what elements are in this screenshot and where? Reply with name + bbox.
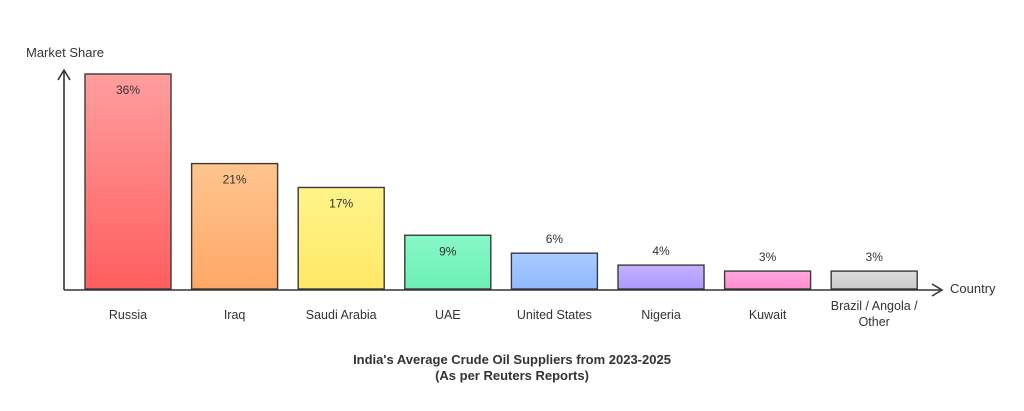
bar-nigeria — [617, 264, 705, 290]
bar-kuwait — [723, 270, 812, 290]
data-label: 9% — [439, 244, 457, 258]
bar-united-states — [510, 252, 599, 290]
category-label: Kuwait — [749, 308, 787, 322]
data-label: 4% — [652, 244, 670, 258]
axes: Market Share Country — [26, 45, 996, 297]
data-label: 6% — [546, 232, 564, 246]
category-label: UAE — [435, 308, 461, 322]
bars — [84, 73, 918, 290]
data-label: 3% — [759, 250, 777, 264]
data-label: 17% — [329, 196, 353, 210]
chart-title: India's Average Crude Oil Suppliers from… — [353, 352, 671, 367]
bar-iraq — [190, 162, 279, 290]
category-label: Russia — [109, 308, 147, 322]
chart-subtitle: (As per Reuters Reports) — [435, 368, 589, 383]
y-axis-label: Market Share — [26, 45, 104, 60]
x-axis-arrow-icon — [931, 283, 944, 297]
category-labels: Russia Iraq Saudi Arabia UAE United States Ni… — [109, 299, 918, 329]
bar-brazil-angola-other — [830, 270, 918, 290]
bar-uae — [404, 234, 492, 290]
data-labels: 36% 21% 17% 9% 6% 4% 3% 3% — [116, 83, 883, 264]
bar-russia — [84, 73, 172, 290]
category-label: Brazil / Angola / Other — [831, 299, 918, 329]
category-label: Iraq — [224, 308, 246, 322]
x-axis-label: Country — [950, 281, 996, 296]
category-label: Saudi Arabia — [306, 308, 377, 322]
category-label: Nigeria — [641, 308, 681, 322]
data-label: 21% — [223, 173, 247, 187]
bar-saudi-arabia — [297, 186, 385, 290]
y-axis-arrow-icon — [57, 68, 71, 81]
category-label: United States — [517, 308, 592, 322]
data-label: 3% — [866, 250, 884, 264]
data-label: 36% — [116, 83, 140, 97]
